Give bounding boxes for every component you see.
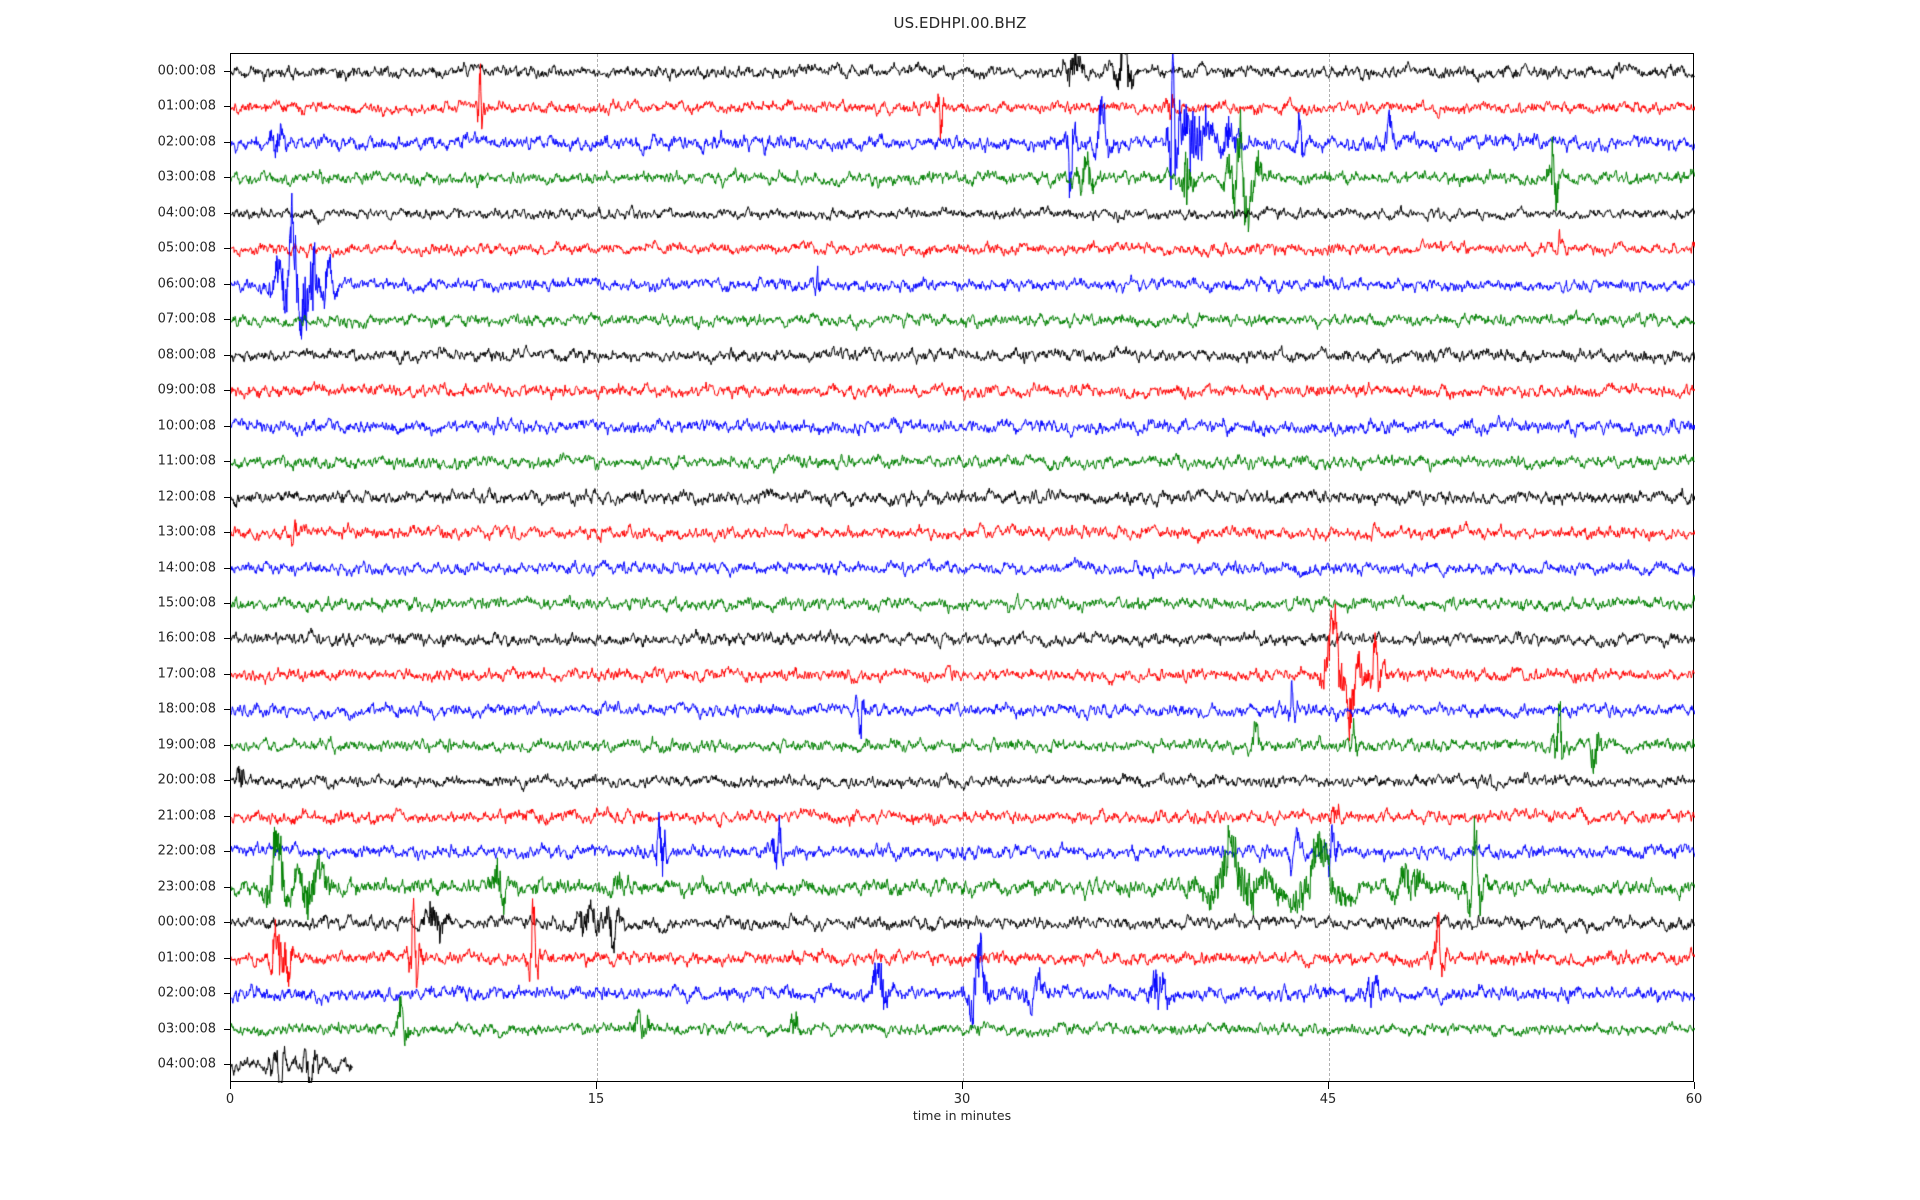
y-tick-mark: [224, 212, 231, 214]
y-tick-mark: [224, 922, 231, 924]
y-tick-label: 10:00:08: [157, 418, 216, 434]
y-tick-label: 00:00:08: [157, 63, 216, 79]
y-tick-mark: [224, 744, 231, 746]
y-tick-mark: [224, 354, 231, 356]
x-tick-label: 45: [1319, 1092, 1337, 1107]
x-tick-mark: [962, 1082, 963, 1089]
y-tick-label: 16:00:08: [157, 630, 216, 646]
y-axis-labels: 00:00:08 01:00:08 02:00:08 03:00:08 04:00:08…: [0, 53, 216, 1082]
y-tick-mark: [224, 709, 231, 711]
y-tick-label: 04:00:08: [157, 1056, 216, 1072]
y-tick-mark: [224, 496, 231, 498]
x-tick-label: 0: [225, 1092, 235, 1107]
y-tick-mark: [224, 815, 231, 817]
x-tick-mark: [1328, 1082, 1329, 1089]
y-tick-label: 15:00:08: [157, 595, 216, 611]
x-tick-label: 30: [953, 1092, 971, 1107]
y-tick-mark: [224, 106, 231, 108]
y-axis-ticks: [0, 53, 231, 1082]
y-tick-mark: [224, 532, 231, 534]
x-tick-label: 15: [587, 1092, 605, 1107]
x-tick-label: 60: [1685, 1092, 1703, 1107]
seismic-traces: [231, 54, 1695, 1083]
y-tick-mark: [224, 638, 231, 640]
y-tick-mark: [224, 673, 231, 675]
x-tick-mark: [230, 1082, 231, 1089]
y-tick-label: 21:00:08: [157, 808, 216, 824]
y-tick-label: 23:00:08: [157, 879, 216, 895]
y-tick-label: 22:00:08: [157, 843, 216, 859]
y-tick-label: 17:00:08: [157, 666, 216, 682]
y-tick-label: 11:00:08: [157, 453, 216, 469]
y-tick-label: 02:00:08: [157, 985, 216, 1001]
y-tick-mark: [224, 1064, 231, 1065]
x-axis-title: time in minutes: [912, 1108, 1012, 1123]
y-tick-mark: [224, 390, 231, 392]
y-tick-label: 00:00:08: [157, 914, 216, 930]
y-tick-label: 20:00:08: [157, 772, 216, 788]
x-axis-ticks: 0 15 30 45 60: [226, 1082, 1702, 1122]
y-tick-label: 13:00:08: [157, 524, 216, 540]
y-tick-label: 07:00:08: [157, 311, 216, 327]
y-tick-mark: [224, 851, 231, 853]
y-tick-label: 14:00:08: [157, 560, 216, 575]
y-tick-label: 01:00:08: [157, 98, 216, 114]
y-tick-mark: [224, 993, 231, 995]
y-tick-mark: [224, 1028, 231, 1030]
y-tick-label: 05:00:08: [157, 240, 216, 256]
y-tick-label: 04:00:08: [157, 205, 216, 221]
y-tick-mark: [224, 957, 231, 959]
y-tick-mark: [224, 567, 231, 569]
y-tick-mark: [224, 461, 231, 463]
y-tick-label: 03:00:08: [157, 1021, 216, 1037]
y-tick-mark: [224, 319, 231, 321]
y-tick-mark: [224, 886, 231, 888]
y-tick-label: 06:00:08: [157, 276, 216, 292]
x-tick-mark: [1694, 1082, 1695, 1089]
y-tick-mark: [224, 780, 231, 782]
y-tick-mark: [224, 602, 231, 604]
y-tick-mark: [224, 425, 231, 427]
chart-title: US.EDHPI.00.BHZ: [893, 14, 1027, 32]
y-tick-label: 09:00:08: [157, 382, 216, 398]
y-tick-mark: [224, 71, 231, 72]
y-tick-label: 19:00:08: [157, 737, 216, 753]
y-tick-label: 03:00:08: [157, 169, 216, 185]
y-tick-mark: [224, 248, 231, 250]
y-tick-label: 08:00:08: [157, 347, 216, 363]
x-tick-mark: [596, 1082, 597, 1089]
y-tick-mark: [224, 141, 231, 143]
plot-area: [230, 53, 1695, 1083]
y-tick-label: 02:00:08: [157, 134, 216, 150]
y-tick-label: 01:00:08: [157, 950, 216, 966]
y-tick-label: 18:00:08: [157, 701, 216, 717]
y-tick-label: 12:00:08: [157, 489, 216, 505]
y-tick-mark: [224, 177, 231, 179]
y-tick-mark: [224, 283, 231, 285]
